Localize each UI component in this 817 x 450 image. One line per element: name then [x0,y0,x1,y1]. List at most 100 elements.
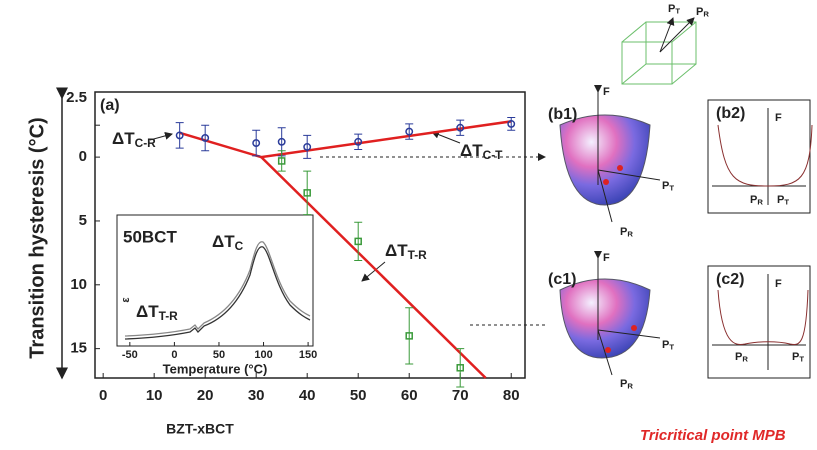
fit-line [260,156,487,379]
annotation-main: ΔT [460,141,483,160]
annotation-main: ΔT [385,241,408,260]
cube-label-main: P [696,6,703,18]
axis-label: PT [662,339,674,352]
energy-profile [717,289,809,345]
point [303,142,312,151]
x-tick-label: 10 [146,387,163,404]
point [303,189,311,197]
axis-label-main: P [792,351,799,363]
y-tick-label: 0 [79,148,87,165]
point [175,131,184,140]
inset-x-tick-label: 0 [171,349,177,361]
error-bar [456,348,465,388]
error-bar [201,124,210,152]
inset-annotation-sub: T-R [159,309,179,323]
error-bar [252,129,261,157]
point [354,137,363,146]
axis-label-sub: R [742,355,748,364]
annotation-sub: T-R [408,248,428,262]
axis-label: PT [777,194,789,207]
axis-label: F [603,252,610,264]
inset-x-tick-label: 100 [254,349,272,361]
axis-label-sub: T [669,184,674,193]
axis-label: PT [662,180,674,193]
cube-label-main: P [668,3,675,15]
axis-label-main: P [777,194,784,206]
point [252,139,261,148]
axis-label-sub: T [669,343,674,352]
axis-label: PR [735,351,748,364]
inset-curve [124,241,311,337]
point [201,134,210,142]
axis-label: PR [750,194,763,207]
axis-label-sub: R [757,198,763,207]
point [456,364,464,372]
inset-curve [124,246,311,340]
axis-label-sub: T [799,355,804,364]
inset-annotation-sub: C [235,239,244,253]
error-bar [175,122,184,149]
error-bar [303,134,312,159]
cube-label-sub: R [703,10,709,19]
inset-y-label: ε [120,297,132,303]
axis-label: F [775,278,782,290]
arrow [431,130,461,144]
inset-annotation-main: ΔT [136,302,159,321]
inset-frame [116,214,314,347]
annotation-sub: C-T [483,148,504,162]
axis-label-main: P [735,351,742,363]
axis-label: PR [620,378,633,391]
cube-label: PR [696,6,709,19]
error-bar [303,170,312,216]
annotation-sub: C-R [135,136,157,150]
y-axis-label: Transition hysteresis (°C) [26,117,48,358]
x-tick-label: 50 [350,387,367,404]
panel-frame [707,265,811,379]
annotation: ΔTC-R [112,129,156,150]
inset-x-tick-label: 150 [299,349,317,361]
inset-annotation: ΔTC [212,232,244,253]
inset-annotation: ΔTT-R [136,302,178,323]
panel-label: (b1) [548,106,577,123]
error-bar [405,123,414,140]
panel-label: (a) [100,97,120,114]
x-axis-label: BZT-xBCT [166,421,234,437]
point [405,332,413,340]
x-tick-label: 60 [401,387,418,404]
axis-label-sub: R [627,382,633,391]
point [354,237,362,246]
error-bar [277,150,286,172]
cube-axis [659,17,695,53]
energy-surface [559,251,661,376]
inset-title: 50BCT [123,227,177,246]
error-bar [456,119,465,136]
annotation-main: ΔT [112,129,135,148]
y-tick-label: 5 [79,212,87,229]
x-tick-label: 0 [99,387,107,404]
point [456,123,465,132]
axis-label-main: P [620,226,627,238]
axis-label-main: P [662,180,669,192]
axis-label: F [775,112,782,124]
inset-x-label: Temperature (°C) [163,361,268,376]
inset-annotation-main: ΔT [212,232,235,251]
axis-label: F [603,86,610,98]
cube-label: PT [668,3,680,16]
plot-frame [94,91,526,379]
axis-label-sub: R [627,230,633,239]
annotation: ΔTT-R [385,241,427,262]
panel-label: (c2) [716,271,744,288]
axis-label: PR [620,226,633,239]
axis-label-sub: T [784,198,789,207]
cube [621,21,697,85]
annotation: ΔTC-T [460,141,503,162]
panel-label: (b2) [716,105,745,122]
arrow [149,131,173,141]
axis-label-main: P [662,339,669,351]
arrow [361,261,386,282]
footer: Tricritical point MPB [640,427,786,444]
cube-axis [659,17,675,53]
axis-label: PT [792,351,804,364]
x-tick-label: 40 [299,387,316,404]
